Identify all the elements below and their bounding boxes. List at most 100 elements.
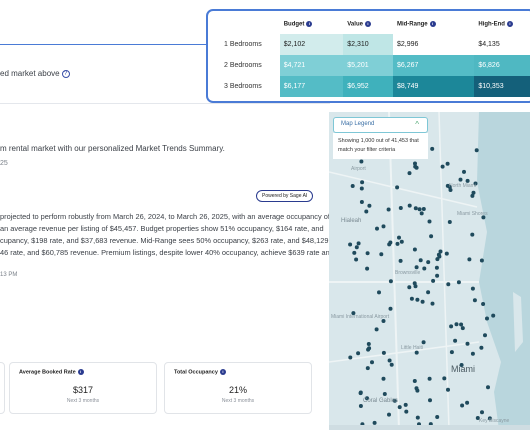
listing-marker[interactable] <box>367 203 372 208</box>
listing-marker[interactable] <box>429 234 434 239</box>
listing-marker[interactable] <box>459 363 464 367</box>
listing-marker[interactable] <box>481 215 486 220</box>
listing-marker[interactable] <box>480 410 484 415</box>
listing-marker[interactable] <box>454 322 459 327</box>
info-icon[interactable]: i <box>219 369 226 375</box>
listing-marker[interactable] <box>365 366 370 371</box>
listing-marker[interactable] <box>436 252 441 257</box>
listing-marker[interactable] <box>360 180 365 185</box>
listing-marker[interactable] <box>407 203 412 208</box>
listing-marker[interactable] <box>412 281 417 286</box>
listing-marker[interactable] <box>470 193 475 198</box>
listing-marker[interactable] <box>446 387 450 392</box>
listing-marker[interactable] <box>407 285 412 290</box>
listing-marker[interactable] <box>356 241 361 246</box>
listing-marker[interactable] <box>467 257 472 262</box>
listing-marker[interactable] <box>487 416 492 421</box>
listing-marker[interactable] <box>356 351 361 356</box>
listing-marker[interactable] <box>475 416 480 420</box>
info-icon[interactable]: i <box>77 369 84 375</box>
listing-marker[interactable] <box>365 396 369 401</box>
listing-marker[interactable] <box>418 258 423 263</box>
listing-marker[interactable] <box>435 415 440 419</box>
listing-marker[interactable] <box>414 386 419 391</box>
listing-marker[interactable] <box>387 412 391 417</box>
listing-marker[interactable] <box>445 183 450 188</box>
listing-marker[interactable] <box>354 257 359 262</box>
listing-marker[interactable] <box>479 258 484 263</box>
listing-marker[interactable] <box>413 284 418 289</box>
listing-marker[interactable] <box>365 251 370 256</box>
listing-marker[interactable] <box>359 200 364 204</box>
listing-marker[interactable] <box>445 161 450 166</box>
listing-marker[interactable] <box>474 148 479 153</box>
listing-marker[interactable] <box>444 251 449 256</box>
listing-marker[interactable] <box>359 186 364 191</box>
listing-marker[interactable] <box>348 242 353 247</box>
listing-marker[interactable] <box>397 235 401 240</box>
listing-marker[interactable] <box>431 278 436 283</box>
listing-marker[interactable] <box>395 185 400 190</box>
map-legend-toggle[interactable]: Map Legend ^ <box>333 117 428 133</box>
listing-marker[interactable] <box>421 340 426 345</box>
listing-marker[interactable] <box>412 247 417 252</box>
listing-marker[interactable] <box>395 241 400 246</box>
listing-marker[interactable] <box>358 391 363 396</box>
listing-marker[interactable] <box>460 403 465 408</box>
listing-marker[interactable] <box>465 400 470 405</box>
listing-marker[interactable] <box>470 286 475 291</box>
listing-marker[interactable] <box>409 296 414 301</box>
listings-map[interactable]: Airport Hialeah Miami Shores North Miami… <box>329 112 530 430</box>
listing-marker[interactable] <box>430 146 435 151</box>
listing-marker[interactable] <box>471 190 476 195</box>
listing-marker[interactable] <box>442 376 447 381</box>
info-icon[interactable]: i <box>506 21 513 28</box>
listing-marker[interactable] <box>367 346 372 351</box>
listing-marker[interactable] <box>458 177 463 182</box>
listing-marker[interactable] <box>407 171 412 176</box>
listing-marker[interactable] <box>372 420 377 425</box>
listing-marker[interactable] <box>460 326 465 331</box>
listing-marker[interactable] <box>465 341 470 346</box>
listing-marker[interactable] <box>427 219 432 224</box>
listing-marker[interactable] <box>381 350 386 355</box>
listing-marker[interactable] <box>422 266 427 271</box>
listing-marker[interactable] <box>449 350 454 355</box>
listing-marker[interactable] <box>447 220 452 224</box>
listing-marker[interactable] <box>434 265 439 270</box>
listing-marker[interactable] <box>352 250 357 255</box>
listing-marker[interactable] <box>392 398 397 403</box>
listing-marker[interactable] <box>491 313 496 318</box>
listing-marker[interactable] <box>413 161 417 166</box>
listing-marker[interactable] <box>381 376 386 381</box>
listing-marker[interactable] <box>387 358 392 363</box>
info-icon[interactable]: i <box>429 21 436 28</box>
listing-marker[interactable] <box>415 415 420 420</box>
listing-marker[interactable] <box>470 351 475 356</box>
listing-marker[interactable] <box>473 181 478 186</box>
listing-marker[interactable] <box>426 260 431 265</box>
listing-marker[interactable] <box>348 355 353 360</box>
listing-marker[interactable] <box>397 405 402 410</box>
listing-marker[interactable] <box>414 265 419 270</box>
listing-marker[interactable] <box>448 188 453 192</box>
listing-marker[interactable] <box>412 379 417 383</box>
listing-marker[interactable] <box>413 164 418 169</box>
listing-marker[interactable] <box>382 392 387 396</box>
listing-marker[interactable] <box>472 298 477 303</box>
listing-marker[interactable] <box>388 240 393 245</box>
listing-marker[interactable] <box>358 404 363 408</box>
listing-marker[interactable] <box>483 333 487 338</box>
listing-marker[interactable] <box>388 306 393 311</box>
listing-marker[interactable] <box>366 342 371 346</box>
listing-marker[interactable] <box>485 316 489 321</box>
help-icon[interactable]: ? <box>61 69 70 78</box>
listing-marker[interactable] <box>381 319 386 323</box>
listing-marker[interactable] <box>421 207 426 211</box>
listing-marker[interactable] <box>428 398 432 403</box>
listing-marker[interactable] <box>399 239 404 244</box>
listing-marker[interactable] <box>420 299 425 304</box>
listing-marker[interactable] <box>359 159 364 164</box>
listing-marker[interactable] <box>415 297 420 302</box>
listing-marker[interactable] <box>426 290 431 295</box>
